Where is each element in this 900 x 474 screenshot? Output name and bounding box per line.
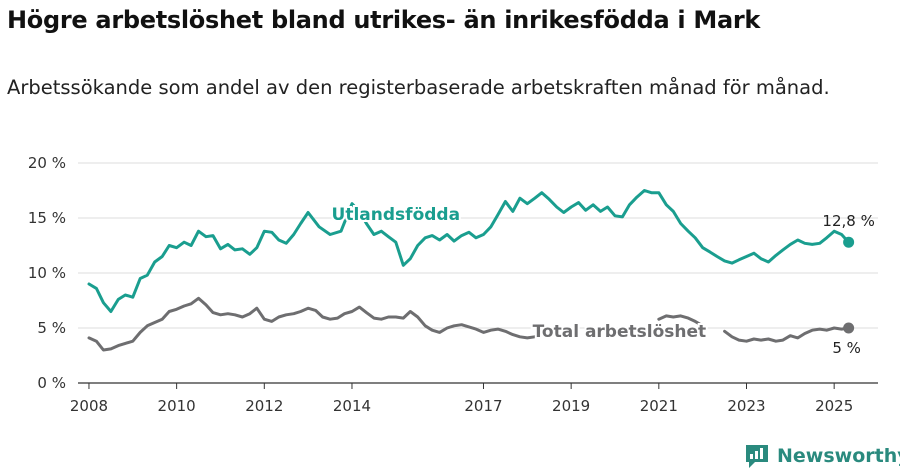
grid-lines <box>78 162 878 329</box>
series-line-total <box>657 314 705 328</box>
x-tick-label: 2025 <box>815 397 853 415</box>
brand-name: Newsworthy <box>777 445 900 467</box>
x-tick-label: 2021 <box>640 397 678 415</box>
x-tick-label: 2014 <box>333 397 371 415</box>
page-subtitle: Arbetssökande som andel av den registerb… <box>7 76 830 99</box>
series-lines <box>87 189 855 352</box>
x-axis: 2008 2010 2012 2014 2017 2019 2021 2023 2025 <box>70 382 878 415</box>
y-axis-labels: 0 % 5 % 10 % 15 % 20 % <box>28 154 66 392</box>
x-tick-label: 2010 <box>158 397 196 415</box>
newsworthy-logo-icon <box>746 445 768 468</box>
x-tick-label: 2017 <box>464 397 502 415</box>
series-name-label-total: Total arbetslöshet <box>533 322 707 342</box>
x-tick-label: 2012 <box>245 397 283 415</box>
series-end-point-foreign <box>843 236 855 248</box>
series-line-total <box>87 296 551 352</box>
series-labels: 12,8 % 5 % Utlandsfödda Total arbetslöshet <box>330 203 875 357</box>
y-tick-label: 5 % <box>37 319 66 337</box>
y-tick-label: 20 % <box>28 154 66 172</box>
x-tick-label: 2023 <box>727 397 765 415</box>
newsworthy-brand[interactable]: Newsworthy <box>744 440 900 472</box>
series-line-foreign <box>87 189 851 313</box>
x-tick-label: 2008 <box>70 397 108 415</box>
y-tick-label: 15 % <box>28 209 66 227</box>
series-end-value-total: 5 % <box>832 339 861 357</box>
series-line-total <box>723 326 851 343</box>
page-title: Högre arbetslöshet bland utrikes- än inr… <box>7 6 761 34</box>
series-end-point-total <box>843 322 855 334</box>
series-name-label-foreign: Utlandsfödda <box>332 205 461 225</box>
series-end-value-foreign: 12,8 % <box>822 212 874 230</box>
y-tick-label: 0 % <box>37 374 66 392</box>
y-tick-label: 10 % <box>28 264 66 282</box>
x-tick-label: 2019 <box>552 397 590 415</box>
